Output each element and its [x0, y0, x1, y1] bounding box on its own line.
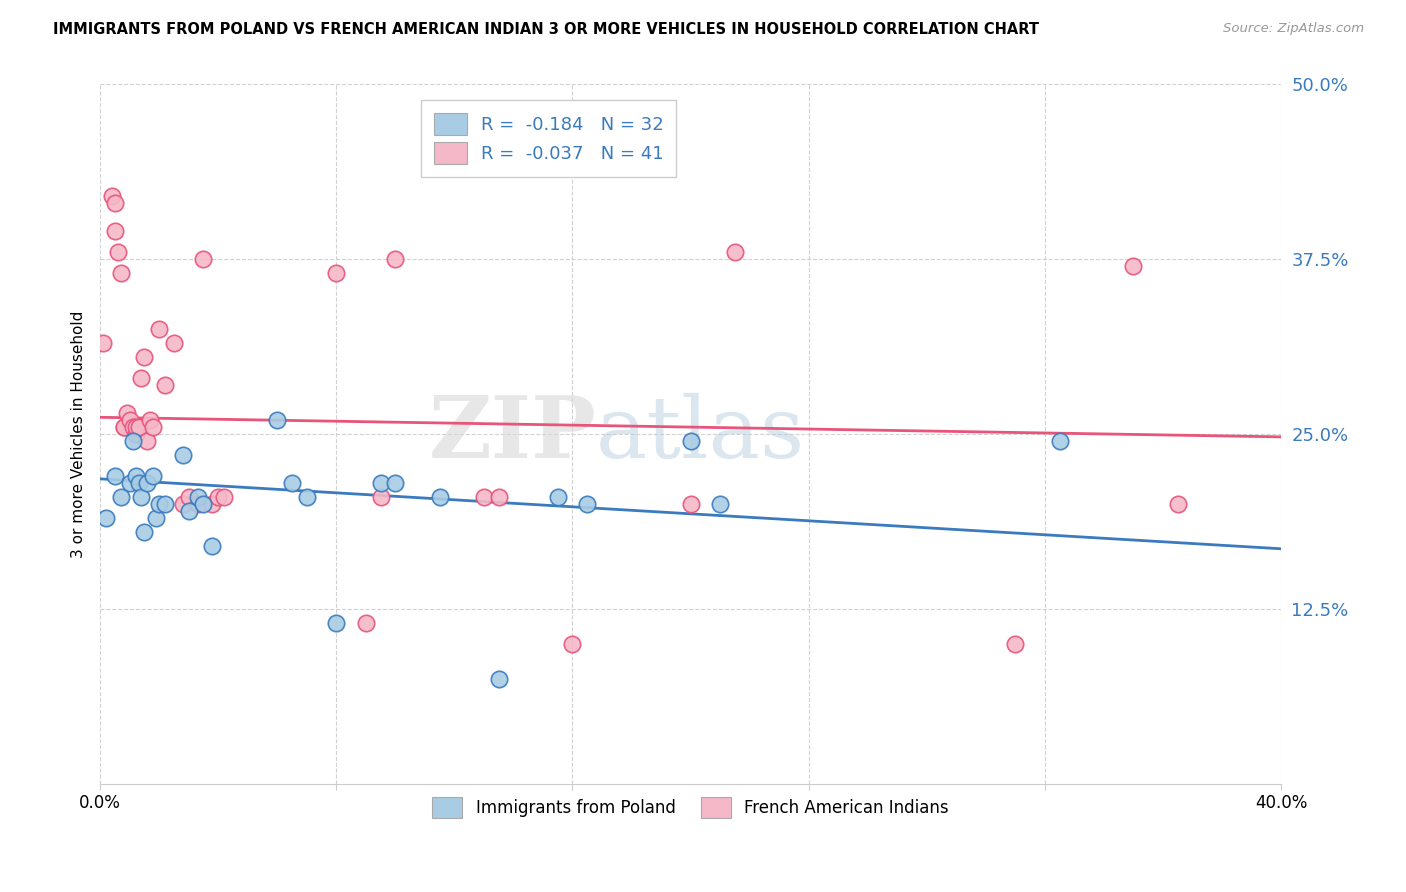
Point	[384, 252, 406, 267]
Point	[177, 490, 200, 504]
Point	[266, 413, 288, 427]
Point	[110, 490, 132, 504]
Point	[112, 420, 135, 434]
Text: ZIP: ZIP	[429, 392, 596, 476]
Point	[177, 504, 200, 518]
Legend: Immigrants from Poland, French American Indians: Immigrants from Poland, French American …	[426, 790, 955, 824]
Point	[94, 511, 117, 525]
Point	[187, 490, 209, 504]
Point	[187, 497, 209, 511]
Point	[325, 266, 347, 280]
Point	[104, 469, 127, 483]
Point	[107, 245, 129, 260]
Point	[153, 497, 176, 511]
Point	[1167, 497, 1189, 511]
Point	[148, 497, 170, 511]
Point	[128, 420, 150, 434]
Point	[115, 406, 138, 420]
Point	[488, 490, 510, 504]
Point	[193, 497, 215, 511]
Point	[295, 490, 318, 504]
Point	[131, 490, 153, 504]
Point	[145, 511, 167, 525]
Point	[142, 469, 165, 483]
Point	[724, 245, 747, 260]
Point	[1049, 434, 1071, 448]
Point	[142, 420, 165, 434]
Point	[561, 637, 583, 651]
Point	[547, 490, 569, 504]
Point	[104, 224, 127, 238]
Point	[354, 615, 377, 630]
Point	[709, 497, 731, 511]
Point	[679, 497, 702, 511]
Point	[128, 476, 150, 491]
Point	[576, 497, 599, 511]
Point	[201, 497, 224, 511]
Point	[281, 476, 304, 491]
Point	[131, 371, 153, 385]
Point	[148, 322, 170, 336]
Point	[163, 336, 186, 351]
Point	[679, 434, 702, 448]
Point	[112, 420, 135, 434]
Point	[193, 252, 215, 267]
Point	[472, 490, 495, 504]
Text: Source: ZipAtlas.com: Source: ZipAtlas.com	[1223, 22, 1364, 36]
Point	[1004, 637, 1026, 651]
Point	[1122, 259, 1144, 273]
Point	[172, 448, 194, 462]
Point	[136, 476, 159, 491]
Y-axis label: 3 or more Vehicles in Household: 3 or more Vehicles in Household	[72, 310, 86, 558]
Point	[121, 420, 143, 434]
Point	[121, 434, 143, 448]
Point	[136, 434, 159, 448]
Point	[207, 490, 229, 504]
Point	[104, 196, 127, 211]
Point	[124, 427, 146, 442]
Point	[429, 490, 451, 504]
Point	[325, 615, 347, 630]
Point	[91, 336, 114, 351]
Text: atlas: atlas	[596, 392, 806, 475]
Point	[139, 413, 162, 427]
Point	[370, 490, 392, 504]
Point	[101, 189, 124, 203]
Point	[134, 350, 156, 364]
Point	[124, 469, 146, 483]
Point	[384, 476, 406, 491]
Point	[134, 524, 156, 539]
Point	[201, 539, 224, 553]
Point	[110, 266, 132, 280]
Point	[153, 378, 176, 392]
Point	[212, 490, 235, 504]
Text: IMMIGRANTS FROM POLAND VS FRENCH AMERICAN INDIAN 3 OR MORE VEHICLES IN HOUSEHOLD: IMMIGRANTS FROM POLAND VS FRENCH AMERICA…	[53, 22, 1039, 37]
Point	[118, 413, 141, 427]
Point	[488, 672, 510, 686]
Point	[124, 420, 146, 434]
Point	[172, 497, 194, 511]
Point	[118, 476, 141, 491]
Point	[370, 476, 392, 491]
